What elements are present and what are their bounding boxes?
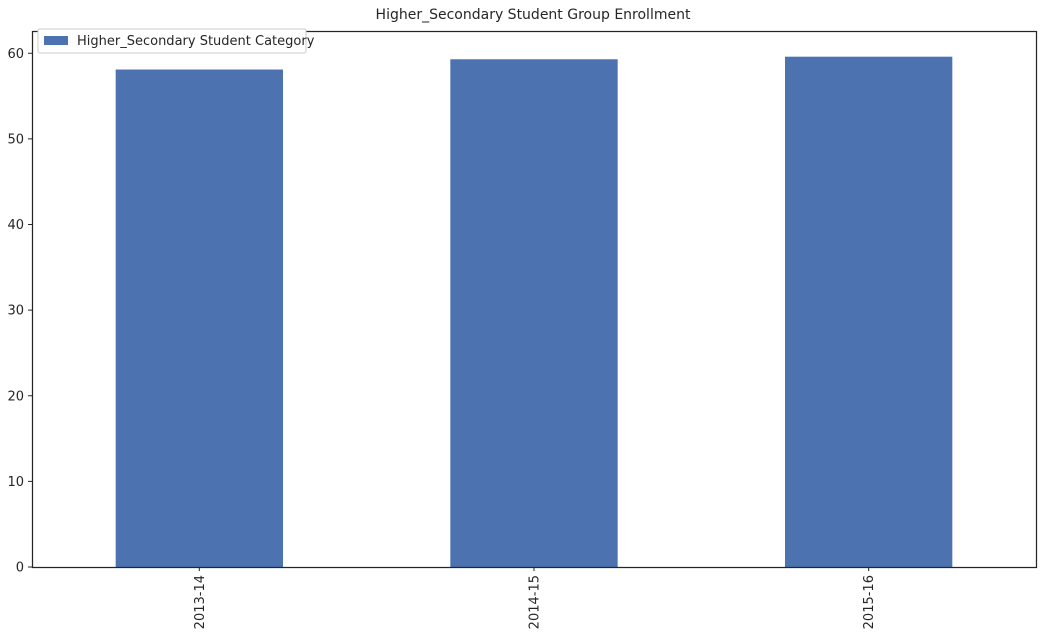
x-tick-label: 2015-16 xyxy=(862,575,877,629)
legend-box xyxy=(37,28,307,54)
x-tick-label: 2014-15 xyxy=(528,575,543,629)
plot-frame xyxy=(31,30,1038,569)
y-tick-label: 30 xyxy=(7,304,24,319)
y-tick-label: 10 xyxy=(7,475,24,490)
x-axis: 2013-14 2014-15 2015-16 xyxy=(193,567,877,629)
y-tick-label: 20 xyxy=(7,389,24,404)
chart-title: Higher_Secondary Student Group Enrollmen… xyxy=(376,7,691,23)
legend: Higher_Secondary Student Category xyxy=(37,28,315,54)
y-axis: 0 10 20 30 40 50 60 xyxy=(7,47,32,576)
legend-swatch xyxy=(44,36,68,45)
y-tick-label: 40 xyxy=(7,218,24,233)
y-tick-label: 0 xyxy=(16,561,24,576)
bar-2013-14 xyxy=(115,69,283,567)
y-tick-label: 60 xyxy=(7,47,24,62)
x-tick-label: 2013-14 xyxy=(193,575,208,629)
bar-2015-16 xyxy=(785,56,953,567)
legend-label: Higher_Secondary Student Category xyxy=(77,34,315,49)
bars xyxy=(115,56,953,567)
bar-2014-15 xyxy=(450,59,618,567)
y-tick-label: 50 xyxy=(7,132,24,147)
